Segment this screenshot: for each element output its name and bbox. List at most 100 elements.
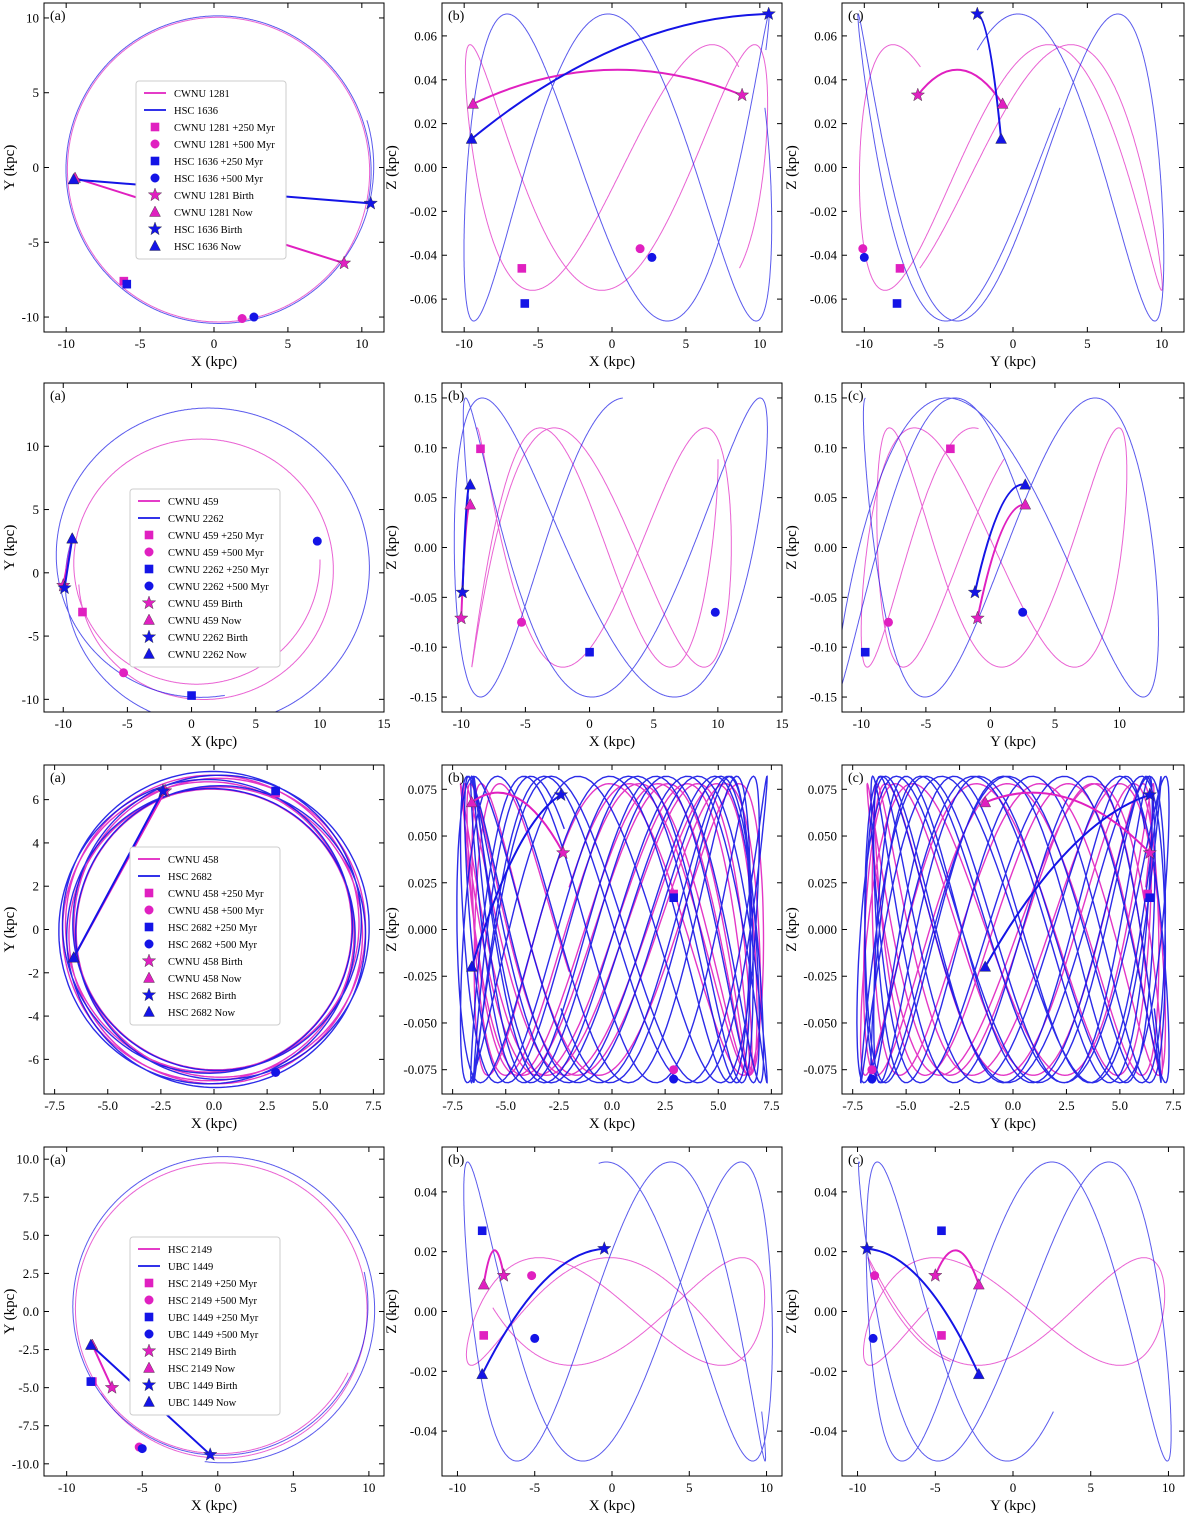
x-tick-label: 10 (760, 1480, 773, 1495)
y-tick-label: 0.000 (408, 922, 437, 937)
track-segment-2 (63, 538, 74, 589)
legend-entry: HSC 1636 (174, 106, 218, 117)
legend-marker (144, 530, 154, 540)
marker-c2_250 (520, 299, 530, 308)
x-tick-label: -10 (856, 336, 873, 351)
orbit-cwnu-1281 (66, 16, 371, 323)
marker-c2_500 (1018, 607, 1028, 617)
row2-panel-3: -10 -5 0 5 10 -0.15 -0.10 -0.05 0.00 0.05 0.10 0.15… (784, 382, 1185, 750)
legend-marker (141, 595, 157, 610)
legend-entry: HSC 2149 Birth (168, 1347, 237, 1358)
x-tick-label: -10 (58, 1480, 75, 1495)
x-tick-label: 0 (211, 336, 218, 351)
legend-entry: CWNU 2262 Now (168, 650, 247, 661)
legend-entry: CWNU 1281 +500 Myr (174, 140, 275, 151)
legend-marker (150, 173, 160, 183)
orbit-cwnu-1281 (858, 44, 1163, 291)
legend: CWNU 458 HSC 2682 CWNU 458 +250 Myr CWNU 45… (129, 846, 281, 1026)
marker-c2_250 (86, 1377, 96, 1386)
orbit-hsc-2682 (856, 775, 1170, 1084)
track-segment-2 (72, 790, 164, 959)
y-tick-label: 0 (33, 565, 40, 580)
x-tick-label: 0 (987, 716, 994, 731)
x-tick-label: 0.0 (1005, 1098, 1021, 1113)
marker-birth-2 (203, 1447, 218, 1461)
y-tick-label: 0.04 (414, 1184, 437, 1199)
y-tick-label: 0.15 (814, 390, 837, 405)
legend-entry: HSC 2149 (168, 1245, 212, 1256)
row3-panel-1: -7.5 -5.0 -2.5 0.0 2.5 5.0 7.5 -6 -4 -2 0 2 4 6 X (kpc… (2, 764, 385, 1132)
track-segment-1 (976, 503, 1026, 619)
x-axis-label: X (kpc) (191, 354, 237, 370)
legend-entry: CWNU 1281 Now (174, 208, 253, 219)
orbit-lines (463, 12, 773, 322)
plot-frame (841, 1146, 1185, 1477)
x-axis-label: Y (kpc) (990, 734, 1036, 750)
x-tick-label: -5 (122, 716, 133, 731)
orbit-lines (856, 775, 1170, 1084)
y-tick-label: -5.0 (18, 1380, 39, 1395)
track-segment-1 (471, 791, 565, 854)
y-tick-label: 0.000 (808, 922, 837, 937)
panel-letter: (b) (448, 389, 465, 404)
legend-box (129, 1236, 281, 1416)
legend-entry: CWNU 458 (168, 855, 218, 866)
orbit-cwnu-2262 (55, 407, 370, 712)
y-tick-label: 0 (33, 160, 40, 175)
marker-c1_500 (635, 244, 645, 254)
x-tick-label: 10 (1113, 716, 1126, 731)
x-tick-label: 5 (285, 336, 292, 351)
y-tick-label: -10 (22, 310, 39, 325)
x-tick-label: 0 (609, 1480, 616, 1495)
orbit-cwnu-2262 (842, 397, 1159, 698)
y-tick-label: -0.05 (810, 590, 837, 605)
x-tick-label: 5 (1084, 336, 1091, 351)
panel-letter: (a) (50, 389, 66, 404)
y-tick-label: -6 (28, 1052, 39, 1067)
x-tick-label: 10 (753, 336, 766, 351)
panel-letter: (b) (448, 9, 465, 24)
orbit-lines (842, 397, 1159, 698)
legend-entry: CWNU 458 Now (168, 974, 242, 985)
y-tick-label: 10 (26, 439, 39, 454)
legend-box (129, 846, 281, 1026)
row1-panel-2: -10 -5 0 5 10 -0.06 -0.04 -0.02 0.00 0.02 0.04 0.06… (384, 2, 783, 370)
marker-now-2 (1019, 478, 1032, 490)
y-tick-label: 0.02 (814, 1244, 837, 1259)
marker-c2_250 (477, 1226, 487, 1236)
orbit-cwnu-459 (73, 438, 334, 700)
x-tick-label: 0 (188, 716, 195, 731)
x-tick-label: -10 (449, 1480, 466, 1495)
x-axis-label: X (kpc) (589, 734, 635, 750)
y-tick-label: 0.00 (414, 540, 437, 555)
y-tick-label: 0.075 (808, 782, 837, 797)
y-tick-label: -10.0 (12, 1456, 39, 1471)
y-tick-label: 5 (33, 85, 40, 100)
marker-c2_250 (187, 691, 196, 700)
marker-c2_250 (860, 647, 870, 657)
marker-birth-2 (859, 1241, 875, 1255)
orbit-hsc-1636 (463, 13, 773, 322)
orbit-hsc-2682 (456, 775, 768, 1084)
marker-c1_500 (867, 1065, 877, 1075)
track-segment-2 (984, 793, 1151, 968)
panel-letter: (b) (448, 1153, 465, 1168)
legend-marker (143, 1395, 155, 1407)
marker-c1_500 (883, 617, 893, 627)
y-tick-label: 0.05 (814, 490, 837, 505)
y-tick-label: -0.15 (410, 690, 437, 705)
marker-birth-1 (336, 255, 352, 270)
row2-panel-2: -10 -5 0 5 10 15 -0.15 -0.10 -0.05 0.00 0.05 0.10 0.… (384, 382, 789, 750)
marker-birth-1 (454, 610, 469, 625)
marker-birth-2 (967, 584, 983, 599)
x-axis-label: X (kpc) (589, 354, 635, 370)
x-tick-label: -5.0 (97, 1098, 118, 1113)
y-tick-label: -0.06 (810, 292, 838, 307)
y-axis-label: Z (kpc) (784, 145, 800, 190)
marker-c2_500 (647, 252, 657, 262)
x-tick-label: 10 (313, 716, 326, 731)
x-tick-label: -7.5 (442, 1098, 463, 1113)
track-segment-1 (472, 68, 743, 105)
legend-marker (147, 187, 163, 202)
y-tick-label: -4 (28, 1009, 39, 1024)
